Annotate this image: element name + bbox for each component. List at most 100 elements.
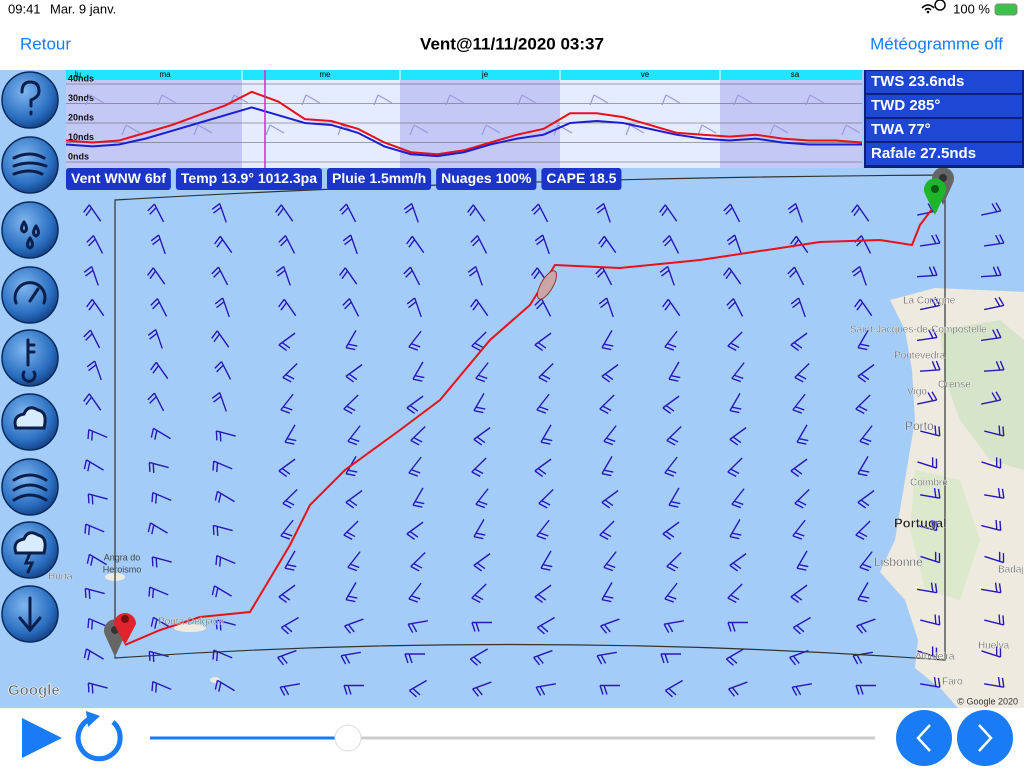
side-button-icon xyxy=(13,531,47,574)
prev-button[interactable] xyxy=(896,710,952,766)
wind-barb xyxy=(731,362,745,383)
wind-barb xyxy=(150,298,168,317)
map-label: Portugal xyxy=(894,515,947,530)
top-bars xyxy=(0,0,1024,70)
wind-barb xyxy=(87,617,108,630)
side-button[interactable] xyxy=(1,266,59,324)
wind-barb xyxy=(540,424,553,445)
pin-red[interactable] xyxy=(114,613,136,645)
map-label: Pontevedra xyxy=(894,351,946,362)
wind-barb xyxy=(601,581,614,603)
wind-barb xyxy=(659,265,675,286)
map-label: La Corogne xyxy=(903,296,956,307)
meteo-arrow xyxy=(733,94,753,106)
wind-barb xyxy=(984,614,1005,626)
meteo-arrow xyxy=(589,94,609,106)
back-button[interactable]: Retour xyxy=(20,34,71,53)
side-button[interactable] xyxy=(1,458,59,516)
wifi-icon xyxy=(921,4,935,11)
refresh-button[interactable] xyxy=(75,711,123,762)
wind-barb xyxy=(278,458,296,477)
lock-icon xyxy=(934,0,946,11)
wind-barb xyxy=(727,331,743,351)
wind-barb xyxy=(147,392,165,412)
wind-panel-text: TWA 77° xyxy=(871,121,931,138)
wind-barb xyxy=(403,202,419,223)
wind-barb xyxy=(277,649,297,666)
wind-barb xyxy=(278,298,297,317)
wind-barb xyxy=(917,457,938,469)
side-button[interactable] xyxy=(1,201,59,259)
meteogram-toggle[interactable]: Météogramme off xyxy=(870,34,1003,53)
wind-barb xyxy=(475,362,489,383)
side-button[interactable] xyxy=(1,136,59,194)
wind-barb xyxy=(723,203,741,223)
wind-barb xyxy=(857,581,870,603)
wind-barb xyxy=(345,490,363,509)
wind-barb xyxy=(984,296,1005,311)
wind-barb xyxy=(339,267,358,285)
side-button[interactable] xyxy=(1,393,59,451)
wind-barb xyxy=(280,519,294,540)
wind-barb xyxy=(212,460,233,473)
wind-barb xyxy=(148,586,169,599)
wind-barb xyxy=(284,424,297,445)
pin-green[interactable] xyxy=(924,178,946,215)
wind-barb xyxy=(536,616,556,635)
wind-barb xyxy=(983,360,1005,372)
wind-barb xyxy=(852,651,873,665)
wind-barbs xyxy=(83,202,1005,698)
wind-barb xyxy=(664,330,678,351)
map-label: Ponta Delgada xyxy=(158,617,225,628)
wind-barb xyxy=(729,553,747,572)
side-button-bg xyxy=(1,201,59,259)
side-button[interactable] xyxy=(1,585,59,643)
wind-barb xyxy=(981,582,1002,594)
wind-barb xyxy=(664,456,678,477)
wind-barb xyxy=(147,203,165,223)
y-tick-label: 20nds xyxy=(68,112,94,122)
wind-barb xyxy=(859,425,873,446)
wind-barb xyxy=(796,550,809,571)
next-button[interactable] xyxy=(957,710,1013,766)
wind-barb xyxy=(787,266,805,286)
wind-barb xyxy=(211,330,230,348)
wind-barb xyxy=(725,648,745,666)
wind-barb xyxy=(531,203,549,223)
side-button-icon xyxy=(18,596,42,633)
map-label: Faro xyxy=(942,677,963,688)
wind-barb xyxy=(345,581,358,603)
wind-barb xyxy=(345,364,363,383)
wind-barb xyxy=(282,489,298,509)
boat[interactable] xyxy=(534,268,560,302)
wind-barb xyxy=(280,616,300,635)
wind-barb xyxy=(150,616,171,629)
side-button[interactable] xyxy=(1,521,59,579)
play-button[interactable] xyxy=(22,718,62,758)
side-button[interactable] xyxy=(1,329,59,387)
wind-barb xyxy=(792,393,806,414)
wind-barb xyxy=(917,519,938,532)
y-tick-label: 30nds xyxy=(68,93,94,103)
meteo-arrow xyxy=(841,124,861,136)
wind-barb xyxy=(984,551,1005,564)
map-label: Angra do xyxy=(104,552,141,562)
side-button-icon xyxy=(12,152,48,176)
wind-barb xyxy=(211,202,227,223)
wind-barb xyxy=(410,426,426,446)
wind-barb xyxy=(790,297,806,318)
wind-barb xyxy=(536,519,550,540)
wind-barb xyxy=(980,328,1002,342)
slider-thumb[interactable] xyxy=(334,724,362,752)
side-button-bg xyxy=(1,136,59,194)
meteo-arrow xyxy=(805,94,825,106)
wind-barb xyxy=(538,489,554,509)
meteo-arrow xyxy=(697,124,717,136)
day-label: ve xyxy=(641,70,650,79)
side-button[interactable] xyxy=(1,71,59,129)
meteo-arrow xyxy=(409,124,429,136)
wind-barb xyxy=(790,332,808,351)
wind-barb xyxy=(343,684,364,695)
wind-barb xyxy=(536,393,550,414)
